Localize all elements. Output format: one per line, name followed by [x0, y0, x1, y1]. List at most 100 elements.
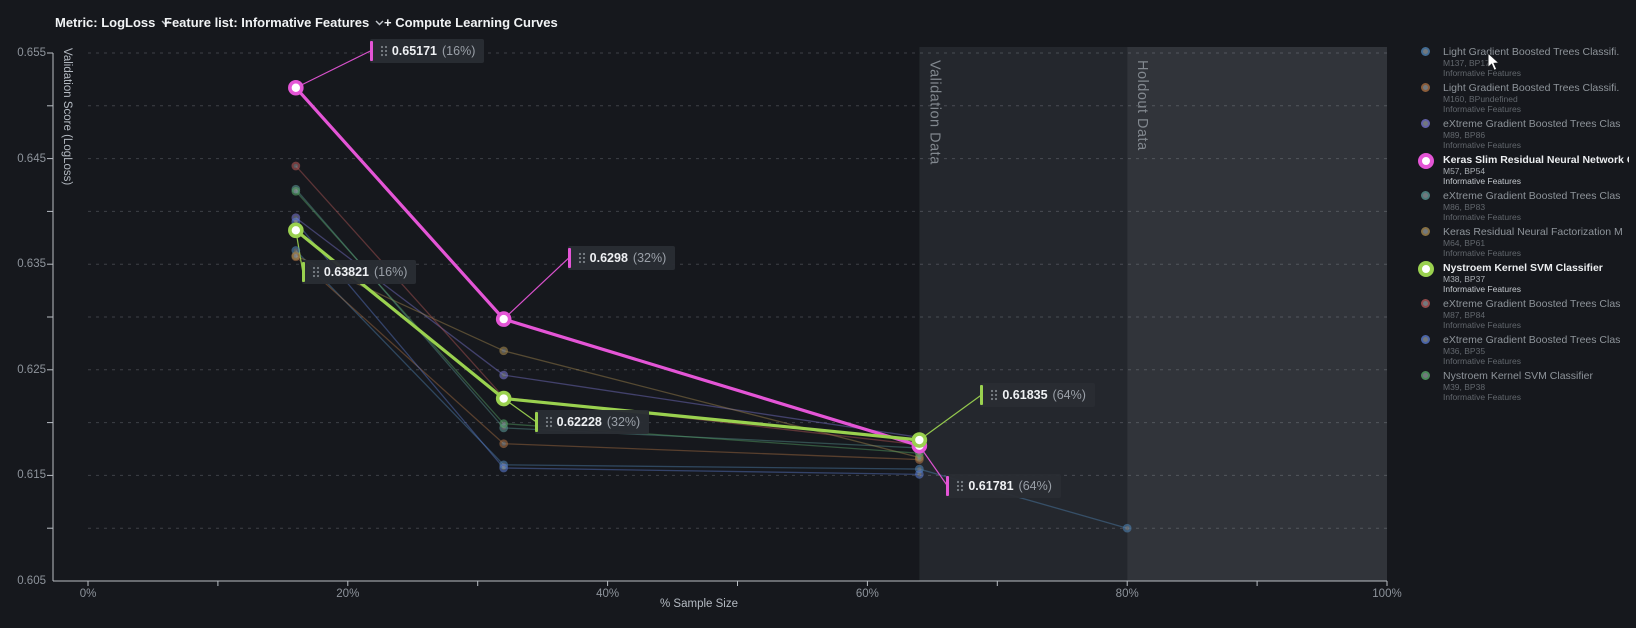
compute-learning-curves-label: + Compute Learning Curves: [384, 15, 558, 30]
legend-model-dot: [1421, 227, 1430, 236]
annotation-value: 0.61835: [1002, 388, 1048, 403]
legend-model-id: M89, BP86: [1443, 130, 1486, 140]
legend-item[interactable]: Keras Residual Neural Factorization M M64…: [1410, 226, 1632, 262]
legend-feature-list: Informative Features: [1443, 392, 1521, 402]
legend-model-name: eXtreme Gradient Boosted Trees Clas: [1443, 298, 1621, 310]
legend-feature-list: Informative Features: [1443, 320, 1521, 330]
legend-model-dot: [1421, 47, 1430, 56]
legend-item[interactable]: Light Gradient Boosted Trees Classifi. M1…: [1410, 46, 1632, 82]
annotation-box[interactable]: 0.62228 (32%): [534, 409, 650, 434]
legend-item[interactable]: Nystroem Kernel SVM Classifier M38, BP37 I…: [1410, 261, 1632, 298]
drag-handle-icon[interactable]: [956, 480, 964, 492]
annotation-box[interactable]: 0.65171 (16%): [369, 38, 485, 63]
series-point[interactable]: [495, 311, 512, 327]
legend-model-dot: [1418, 153, 1434, 169]
legend-item[interactable]: Keras Slim Residual Neural Network C M57,…: [1410, 153, 1632, 190]
metric-selector[interactable]: Metric: LogLoss: [55, 15, 170, 30]
annotation-color-bar: [369, 40, 373, 61]
feature-list-selector[interactable]: Feature list: Informative Features: [164, 15, 384, 30]
legend-model-name: Light Gradient Boosted Trees Classifi.: [1443, 46, 1620, 58]
legend-feature-list: Informative Features: [1443, 104, 1521, 114]
legend-model-dot: [1418, 261, 1434, 277]
legend-item[interactable]: Nystroem Kernel SVM Classifier M39, BP38 I…: [1410, 370, 1632, 406]
legend-model-name: Keras Slim Residual Neural Network C: [1443, 154, 1629, 166]
legend-feature-list: Informative Features: [1443, 68, 1521, 78]
legend-model-id: M39, BP38: [1443, 382, 1486, 392]
annotation-sample-pct: (64%): [1018, 478, 1052, 493]
metric-selector-label: Metric: LogLoss: [55, 15, 156, 30]
legend-model-dot: [1421, 299, 1430, 308]
toolbar: Metric: LogLoss Feature list: Informativ…: [0, 0, 1636, 42]
annotation-color-bar: [980, 385, 984, 406]
series-point[interactable]: [291, 251, 301, 261]
legend-model-dot: [1421, 119, 1430, 128]
annotation-value: 0.62228: [556, 414, 602, 429]
annotation-sample-pct: (64%): [1052, 388, 1086, 403]
series-point[interactable]: [911, 432, 928, 448]
annotation-box[interactable]: 0.6298 (32%): [567, 246, 676, 271]
series-point[interactable]: [499, 346, 509, 356]
legend-item[interactable]: eXtreme Gradient Boosted Trees Clas M86, …: [1410, 190, 1632, 226]
annotation-connector: [295, 50, 372, 89]
annotation-sample-pct: (16%): [442, 43, 476, 58]
drag-handle-icon[interactable]: [545, 416, 553, 428]
annotation-box[interactable]: 0.61835 (64%): [980, 383, 1095, 408]
legend-model-id: M57, BP54: [1443, 166, 1486, 176]
series-point[interactable]: [291, 161, 301, 171]
annotation-box[interactable]: 0.61781 (64%): [946, 473, 1061, 498]
legend-model-dot: [1421, 83, 1430, 92]
feature-list-selector-label: Feature list: Informative Features: [164, 15, 370, 30]
compute-learning-curves-button[interactable]: + Compute Learning Curves: [384, 15, 558, 30]
legend-feature-list: Informative Features: [1443, 284, 1521, 294]
legend-model-name: Nystroem Kernel SVM Classifier: [1443, 262, 1603, 274]
annotation-connector: [918, 445, 948, 487]
legend-model-id: M64, BP61: [1443, 238, 1486, 248]
legend-model-id: M137, BP17: [1443, 58, 1490, 68]
series-point[interactable]: [499, 439, 509, 449]
series-point[interactable]: [495, 390, 512, 407]
series-point[interactable]: [288, 79, 304, 96]
series-point[interactable]: [1122, 523, 1132, 533]
legend-model-id: M87, BP84: [1443, 310, 1486, 320]
annotation-color-bar: [301, 262, 305, 283]
series-point[interactable]: [915, 469, 924, 479]
series-point[interactable]: [499, 463, 509, 473]
mouse-cursor: [1487, 52, 1501, 71]
legend-model-id: M86, BP83: [1443, 202, 1486, 212]
annotation-connector: [919, 394, 982, 441]
legend-feature-list: Informative Features: [1443, 212, 1521, 222]
legend-item[interactable]: eXtreme Gradient Boosted Trees Clas M89, …: [1410, 118, 1632, 154]
annotation-sample-pct: (32%): [606, 414, 641, 429]
annotation-value: 0.63821: [323, 265, 370, 280]
legend-item[interactable]: eXtreme Gradient Boosted Trees Clas M87, …: [1410, 298, 1632, 334]
series-point[interactable]: [499, 370, 509, 380]
legend-item[interactable]: Light Gradient Boosted Trees Classifi. M1…: [1410, 82, 1632, 118]
drag-handle-icon[interactable]: [380, 45, 388, 57]
partition-band: [919, 47, 1128, 581]
drag-handle-icon[interactable]: [990, 389, 998, 401]
series-point[interactable]: [288, 222, 304, 239]
series-point[interactable]: [291, 186, 301, 196]
annotation-color-bar: [946, 475, 950, 496]
annotation-value: 0.6298: [589, 251, 628, 266]
legend-model-name: eXtreme Gradient Boosted Trees Clas: [1443, 118, 1621, 130]
annotation-connector: [503, 257, 570, 320]
legend-model-name: Nystroem Kernel SVM Classifier: [1443, 370, 1593, 382]
legend-model-name: Keras Residual Neural Factorization M: [1443, 226, 1623, 238]
legend-item[interactable]: eXtreme Gradient Boosted Trees Clas M36, …: [1410, 334, 1632, 370]
annotation-sample-pct: (32%): [632, 251, 667, 266]
drag-handle-icon[interactable]: [578, 252, 586, 264]
annotation-sample-pct: (16%): [374, 265, 408, 280]
series-point[interactable]: [499, 419, 509, 429]
legend-model-dot: [1421, 371, 1430, 380]
legend-feature-list: Informative Features: [1443, 176, 1521, 186]
legend-model-id: M36, BP35: [1443, 346, 1486, 356]
annotation-box[interactable]: 0.63821 (16%): [301, 260, 417, 285]
annotation-color-bar: [567, 248, 571, 269]
annotation-value: 0.65171: [391, 43, 438, 58]
legend-model-name: Light Gradient Boosted Trees Classifi.: [1443, 82, 1620, 94]
drag-handle-icon[interactable]: [312, 266, 320, 278]
legend-model-dot: [1421, 191, 1430, 200]
